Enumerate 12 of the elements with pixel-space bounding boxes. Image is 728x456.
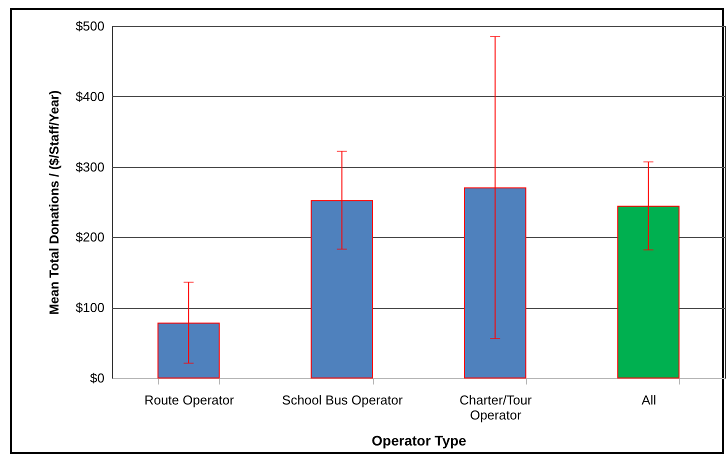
x-axis-title: Operator Type xyxy=(372,432,467,448)
y-tick-label: $500 xyxy=(76,18,104,34)
y-axis-title: Mean Total Donations / ($/Staff/Year) xyxy=(46,90,62,315)
y-tick-label: $100 xyxy=(76,300,104,316)
x-tick-label: Route Operator xyxy=(144,392,235,408)
y-tick-label: $0 xyxy=(90,370,104,386)
x-tick-label: All xyxy=(642,392,656,408)
x-tick-label: Charter/Tour Operator xyxy=(460,392,532,422)
y-tick-label: $200 xyxy=(76,230,104,245)
y-tick-label: $400 xyxy=(76,88,104,104)
x-tick-label: School Bus Operator xyxy=(282,392,404,408)
y-tick-label: $300 xyxy=(76,159,104,174)
